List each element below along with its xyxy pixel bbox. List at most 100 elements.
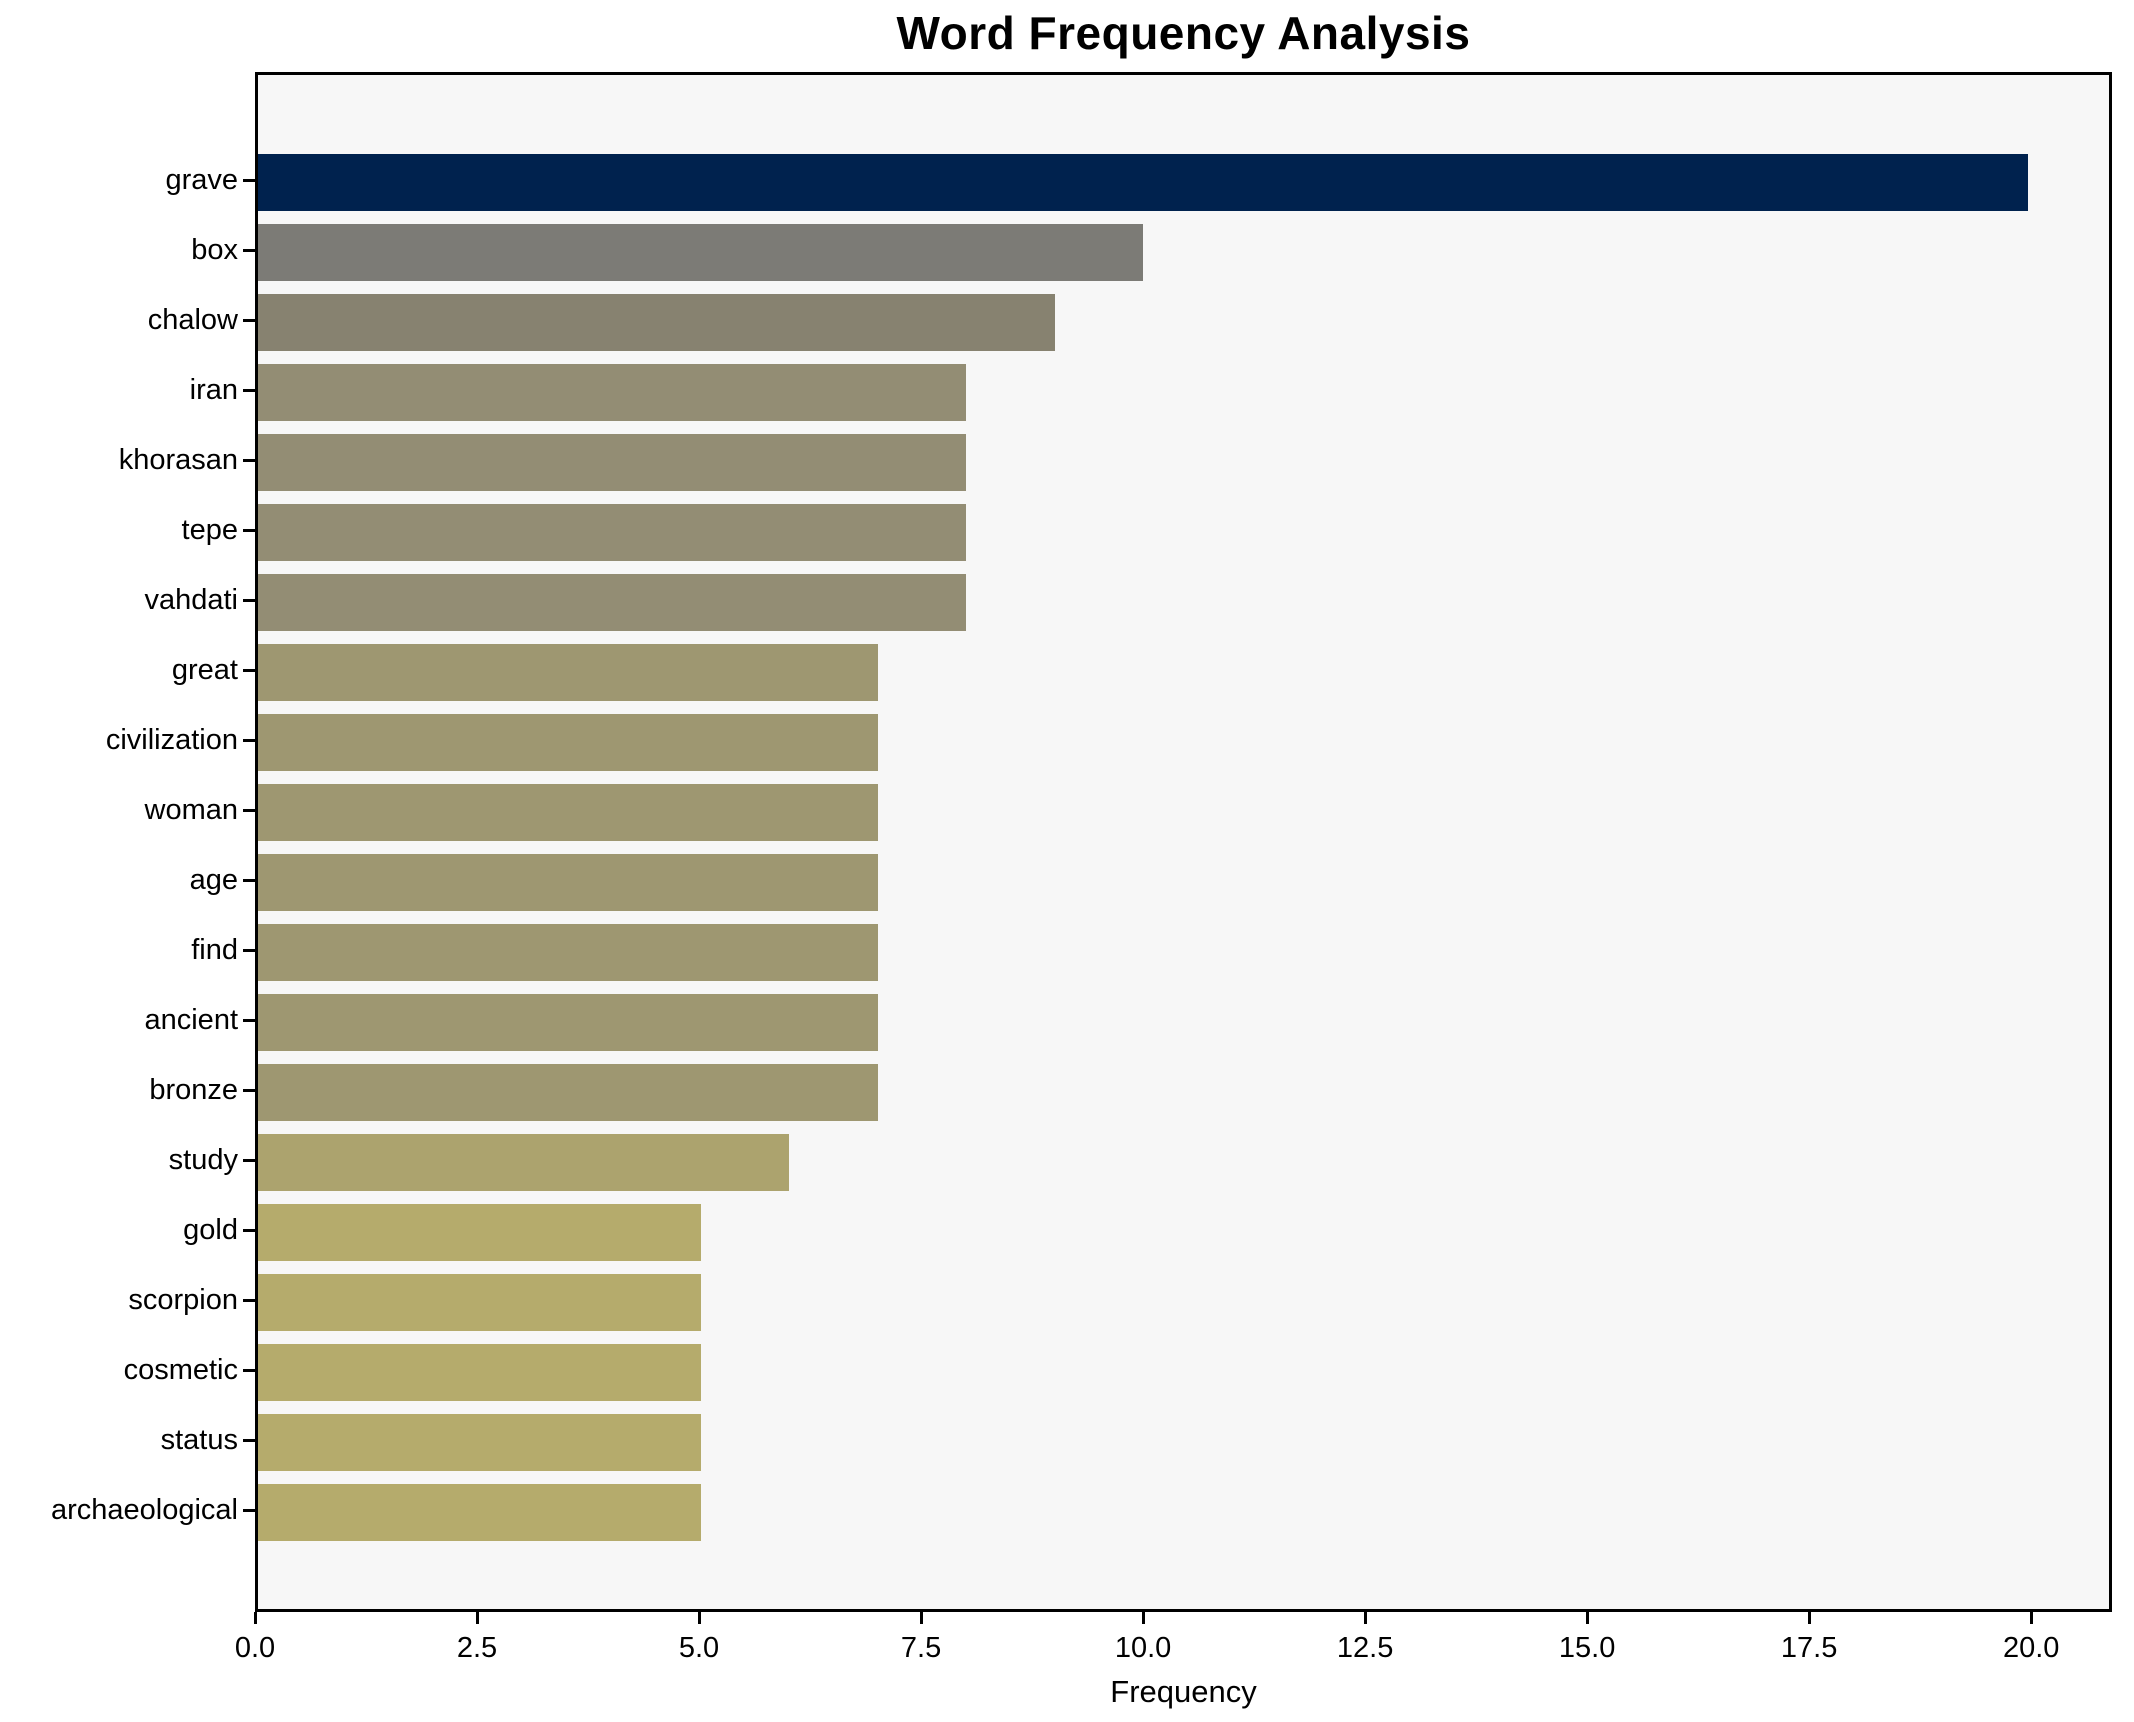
bar-woman xyxy=(258,784,878,841)
y-tick-label-vahdati: vahdati xyxy=(144,583,238,616)
x-tick-label: 0.0 xyxy=(234,1632,276,1664)
bar-row xyxy=(258,708,2109,778)
bar-status xyxy=(258,1414,701,1471)
y-tick-mark xyxy=(243,598,255,602)
y-tick-label-civilization: civilization xyxy=(105,723,238,756)
bar-row xyxy=(258,498,2109,568)
y-tick-mark xyxy=(243,388,255,392)
bar-cosmetic xyxy=(258,1344,701,1401)
bar-grave xyxy=(258,154,2029,211)
bar-row xyxy=(258,428,2109,498)
y-tick-label-khorasan: khorasan xyxy=(118,443,238,476)
y-tick-label-great: great xyxy=(171,653,238,686)
y-tick-label-scorpion: scorpion xyxy=(128,1283,238,1316)
bar-bronze xyxy=(258,1064,878,1121)
bar-row xyxy=(258,1478,2109,1548)
bar-row xyxy=(258,848,2109,918)
y-tick-mark xyxy=(243,1298,255,1302)
bar-row xyxy=(258,988,2109,1058)
y-tick-label-study: study xyxy=(168,1143,238,1176)
bar-gold xyxy=(258,1204,701,1261)
bar-row xyxy=(258,1198,2109,1268)
bar-iran xyxy=(258,364,967,421)
bar-tepe xyxy=(258,504,967,561)
y-tick-mark xyxy=(243,1438,255,1442)
y-tick-label-gold: gold xyxy=(183,1213,238,1246)
bar-row xyxy=(258,568,2109,638)
y-tick-label-cosmetic: cosmetic xyxy=(123,1353,238,1386)
bar-row xyxy=(258,1128,2109,1198)
bar-ancient xyxy=(258,994,878,1051)
x-axis-label: Frequency xyxy=(1110,1674,1257,1709)
y-tick-mark xyxy=(243,738,255,742)
x-tick-mark xyxy=(1141,1612,1145,1624)
x-tick-label: 2.5 xyxy=(456,1632,498,1664)
y-tick-label-chalow: chalow xyxy=(147,303,238,336)
x-tick-mark xyxy=(2029,1612,2033,1624)
x-tick-mark xyxy=(1807,1612,1811,1624)
y-tick-mark xyxy=(243,178,255,182)
bar-row xyxy=(258,218,2109,288)
y-tick-mark xyxy=(243,528,255,532)
bar-row xyxy=(258,358,2109,428)
x-tick-label: 15.0 xyxy=(1558,1632,1616,1664)
bar-box xyxy=(258,224,1144,281)
bar-khorasan xyxy=(258,434,967,491)
x-tick-label: 20.0 xyxy=(2002,1632,2060,1664)
y-tick-mark xyxy=(243,878,255,882)
y-tick-mark xyxy=(243,1228,255,1232)
x-tick-mark xyxy=(697,1612,701,1624)
bar-vahdati xyxy=(258,574,967,631)
bar-row xyxy=(258,288,2109,358)
x-tick-label: 7.5 xyxy=(900,1632,942,1664)
y-tick-label-status: status xyxy=(160,1423,238,1456)
x-tick-label: 10.0 xyxy=(1114,1632,1172,1664)
y-tick-mark xyxy=(243,948,255,952)
y-tick-mark xyxy=(243,1368,255,1372)
bar-find xyxy=(258,924,878,981)
chart-title: Word Frequency Analysis xyxy=(896,7,1471,59)
y-tick-mark xyxy=(243,318,255,322)
x-tick-label: 5.0 xyxy=(678,1632,720,1664)
y-tick-mark xyxy=(243,248,255,252)
y-tick-label-tepe: tepe xyxy=(181,513,238,546)
bar-row xyxy=(258,148,2109,218)
y-tick-mark xyxy=(243,1158,255,1162)
bar-archaeological xyxy=(258,1484,701,1541)
bar-great xyxy=(258,644,878,701)
y-tick-mark xyxy=(243,1508,255,1512)
bar-study xyxy=(258,1134,790,1191)
y-tick-label-box: box xyxy=(191,233,238,266)
x-tick-mark xyxy=(475,1612,479,1624)
y-tick-mark xyxy=(243,1018,255,1022)
bar-age xyxy=(258,854,878,911)
y-tick-label-bronze: bronze xyxy=(149,1073,238,1106)
bars-container xyxy=(258,148,2109,1548)
y-tick-label-iran: iran xyxy=(189,373,238,406)
x-tick-label: 17.5 xyxy=(1780,1632,1838,1664)
x-tick-mark xyxy=(1585,1612,1589,1624)
y-tick-label-age: age xyxy=(189,863,238,896)
bar-row xyxy=(258,778,2109,848)
bar-row xyxy=(258,1058,2109,1128)
bar-row xyxy=(258,918,2109,988)
bar-scorpion xyxy=(258,1274,701,1331)
bar-row xyxy=(258,1408,2109,1478)
y-tick-label-archaeological: archaeological xyxy=(50,1493,238,1526)
x-tick-mark xyxy=(1363,1612,1367,1624)
bar-row xyxy=(258,638,2109,708)
x-tick-mark xyxy=(253,1612,257,1624)
x-tick-mark xyxy=(919,1612,923,1624)
y-tick-mark xyxy=(243,808,255,812)
y-tick-label-ancient: ancient xyxy=(144,1003,238,1036)
bar-row xyxy=(258,1268,2109,1338)
y-tick-label-grave: grave xyxy=(165,163,238,196)
y-tick-mark xyxy=(243,668,255,672)
y-tick-mark xyxy=(243,458,255,462)
x-tick-label: 12.5 xyxy=(1336,1632,1394,1664)
y-tick-label-find: find xyxy=(191,933,238,966)
bar-row xyxy=(258,1338,2109,1408)
bar-chalow xyxy=(258,294,1055,351)
plot-area xyxy=(255,72,2112,1612)
